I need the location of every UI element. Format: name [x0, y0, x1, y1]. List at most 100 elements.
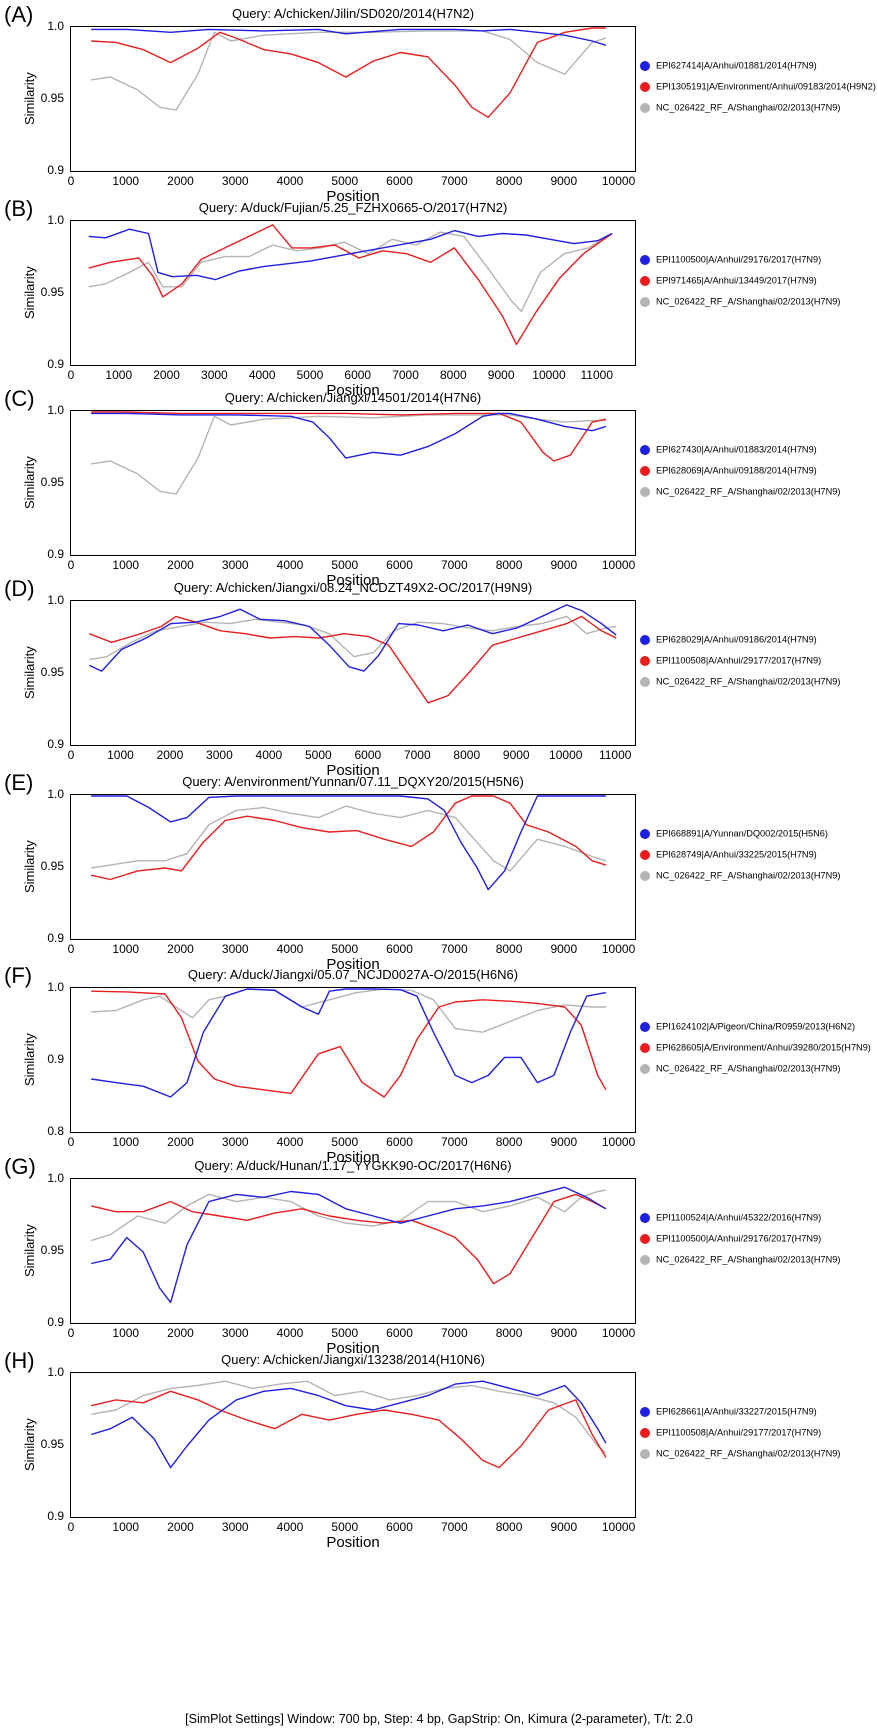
x-tick-label: 9000 — [550, 1135, 578, 1149]
legend-dot — [640, 296, 650, 307]
legend-item: EPI627414|A/Anhui/01881/2014(H7N9) — [640, 60, 876, 81]
x-tick-label: 7000 — [440, 942, 468, 956]
legend-label: NC_026422_RF_A/Shanghai/02/2013(H7N9) — [656, 296, 841, 307]
x-axis-label: Position — [326, 572, 380, 589]
legend-dot — [640, 849, 650, 860]
series-line-red — [91, 411, 607, 462]
series-line-blue — [91, 795, 606, 891]
legend-label: EPI628661|A/Anhui/33227/2015(H7N9) — [656, 1406, 817, 1417]
legend-dot — [640, 676, 650, 687]
x-tick-label: 8000 — [495, 1520, 523, 1534]
x-tick-label: 7000 — [392, 368, 419, 382]
y-tick-label: 0.9 — [47, 1052, 64, 1066]
y-axis-label: Similarity — [22, 1033, 37, 1086]
x-tick-label: 2000 — [167, 174, 194, 188]
legend-dot — [640, 1233, 650, 1244]
x-tick-label: 0 — [67, 748, 75, 762]
legend-dot — [640, 60, 650, 71]
x-tick-label: 1000 — [112, 1326, 140, 1340]
legend-label: NC_026422_RF_A/Shanghai/02/2013(H7N9) — [656, 486, 841, 497]
y-tick-label: 0.95 — [40, 1243, 64, 1257]
chart-panel: (A) Query: A/chicken/Jilin/SD020/2014(H7N… — [0, 2, 878, 216]
series-line-blue — [90, 1380, 607, 1469]
x-tick-label: 5000 — [331, 174, 359, 188]
y-axis-label: Similarity — [22, 72, 37, 125]
legend-dot — [640, 1427, 650, 1438]
plot-area — [70, 410, 636, 556]
y-tick-label: 1.0 — [47, 787, 64, 801]
legend-label: NC_026422_RF_A/Shanghai/02/2013(H7N9) — [656, 870, 841, 881]
x-tick-label: 1000 — [112, 1520, 140, 1534]
chart-title: Query: A/chicken/Jiangxi/08.24_NCDZT49X2… — [173, 580, 533, 595]
x-tick-label: 0 — [67, 1135, 75, 1149]
series-line-gray — [91, 805, 607, 872]
x-tick-label: 7000 — [440, 1326, 468, 1340]
legend-dot — [640, 486, 650, 497]
x-axis-label: Position — [326, 382, 380, 399]
legend-label: EPI628749|A/Anhui/33225/2015(H7N9) — [656, 849, 817, 860]
series-line-gray — [91, 988, 606, 1033]
chart-panel: (E) Query: A/environment/Yunnan/07.11_DQX… — [0, 770, 878, 984]
legend-dot — [640, 1254, 650, 1265]
series-line-blue — [91, 1186, 607, 1304]
x-tick-label: 0 — [67, 558, 75, 572]
x-tick-label: 6000 — [386, 558, 413, 572]
x-tick-label: 8000 — [495, 558, 523, 572]
legend: EPI627414|A/Anhui/01881/2014(H7N9) EPI130… — [640, 60, 876, 123]
series-line-blue — [89, 604, 617, 672]
chart-panel: (F) Query: A/duck/Jiangxi/05.07_NCJD0027A… — [0, 963, 878, 1177]
x-tick-label: 8000 — [440, 368, 467, 382]
x-tick-label: 2000 — [167, 558, 194, 572]
x-tick-label: 2000 — [167, 1520, 194, 1534]
y-tick-label: 1.0 — [47, 19, 64, 33]
x-tick-label: 9000 — [550, 942, 578, 956]
chart-panel: (G) Query: A/duck/Hunan/1.17_YYGKK90-OC/2… — [0, 1154, 878, 1368]
series-line-red — [91, 1193, 607, 1285]
x-tick-label: 1000 — [105, 368, 133, 382]
chart-title: Query: A/chicken/Jiangxi/13238/2014(H10N… — [221, 1352, 485, 1367]
legend-dot — [640, 81, 650, 92]
legend-item: EPI1100508|A/Anhui/29177/2017(H7N9) — [640, 1427, 840, 1448]
y-axis-label: Similarity — [22, 646, 37, 699]
legend-item: NC_026422_RF_A/Shanghai/02/2013(H7N9) — [640, 676, 840, 697]
legend-label: EPI1305191|A/Environment/Anhui/09183/201… — [656, 81, 876, 92]
legend-label: EPI1624102|A/Pigeon/China/R0959/2013(H6N… — [656, 1021, 856, 1032]
x-tick-label: 3000 — [221, 558, 249, 572]
legend-label: EPI1100508|A/Anhui/29177/2017(H7N9) — [656, 655, 822, 666]
series-line-gray — [90, 1189, 607, 1242]
x-tick-label: 9000 — [487, 368, 515, 382]
panel-label: (D) — [4, 576, 35, 601]
x-tick-label: 7000 — [440, 558, 468, 572]
legend-label: NC_026422_RF_A/Shanghai/02/2013(H7N9) — [656, 102, 841, 113]
legend-label: EPI628605|A/Environment/Anhui/39280/2015… — [656, 1042, 871, 1053]
x-tick-label: 7000 — [440, 1135, 468, 1149]
chart-title: Query: A/chicken/Jilin/SD020/2014(H7N2) — [231, 6, 475, 21]
x-tick-label: 4000 — [276, 1326, 304, 1340]
y-tick-label: 0.9 — [47, 737, 64, 751]
legend-item: EPI1624102|A/Pigeon/China/R0959/2013(H6N… — [640, 1021, 871, 1042]
x-tick-label: 2000 — [167, 942, 194, 956]
series-line-red — [89, 615, 617, 704]
plot-svg — [90, 1186, 607, 1304]
legend: EPI668891|A/Yunnan/DQ002/2015(H5N6) EPI62… — [640, 828, 840, 891]
x-tick-label: 9000 — [550, 558, 578, 572]
panel-label: (B) — [4, 196, 34, 221]
legend-item: EPI628661|A/Anhui/33227/2015(H7N9) — [640, 1406, 840, 1427]
y-tick-label: 0.95 — [40, 91, 64, 105]
y-tick-label: 0.9 — [47, 163, 64, 177]
legend-item: NC_026422_RF_A/Shanghai/02/2013(H7N9) — [640, 1254, 840, 1275]
x-tick-label: 10000 — [549, 748, 583, 762]
series-line-blue — [91, 412, 607, 459]
x-axis-label: Position — [326, 956, 380, 973]
legend-item: EPI627430|A/Anhui/01883/2014(H7N9) — [640, 444, 840, 465]
y-tick-label: 0.9 — [47, 1315, 64, 1329]
legend-item: EPI628749|A/Anhui/33225/2015(H7N9) — [640, 849, 840, 870]
legend-item: EPI1100508|A/Anhui/29177/2017(H7N9) — [640, 655, 840, 676]
x-tick-label: 10000 — [601, 174, 636, 188]
x-axis-label: Position — [326, 762, 380, 779]
plot-area — [70, 987, 636, 1133]
legend-dot — [640, 444, 650, 455]
y-tick-label: 0.8 — [47, 1124, 64, 1138]
x-tick-label: 7000 — [440, 1520, 468, 1534]
series-line-red — [91, 1390, 607, 1469]
